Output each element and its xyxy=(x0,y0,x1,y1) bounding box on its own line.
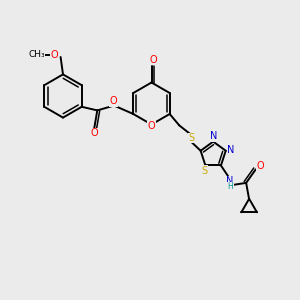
Text: N: N xyxy=(226,176,234,186)
Text: H: H xyxy=(227,182,233,191)
Text: CH₃: CH₃ xyxy=(28,50,45,59)
Text: O: O xyxy=(50,50,58,60)
Text: N: N xyxy=(227,145,235,155)
Text: N: N xyxy=(210,131,218,141)
Text: S: S xyxy=(202,166,208,176)
Text: O: O xyxy=(91,128,98,138)
Text: O: O xyxy=(148,121,155,131)
Text: O: O xyxy=(256,161,264,171)
Text: S: S xyxy=(188,133,194,143)
Text: O: O xyxy=(110,96,117,106)
Text: O: O xyxy=(149,55,157,65)
